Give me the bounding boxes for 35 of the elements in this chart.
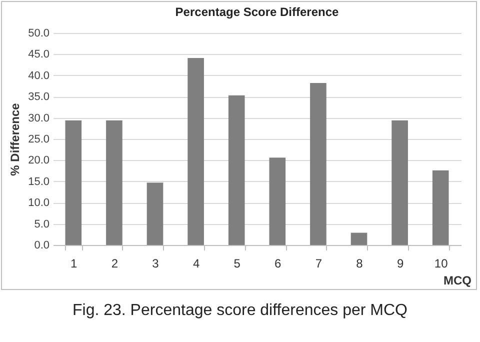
bar bbox=[392, 120, 408, 245]
x-tick-label: 6 bbox=[274, 256, 282, 270]
x-axis-title: MCQ bbox=[444, 274, 472, 288]
x-tick-label: 3 bbox=[152, 256, 160, 270]
bar bbox=[65, 120, 82, 245]
x-tick-label: 4 bbox=[192, 256, 200, 270]
x-tick-label: 8 bbox=[356, 256, 364, 270]
bar bbox=[310, 83, 326, 245]
x-tick-label: 1 bbox=[70, 256, 78, 270]
y-tick-label: 35.0 bbox=[28, 91, 50, 104]
x-tick-label: 2 bbox=[111, 256, 118, 270]
y-axis-title: % Difference bbox=[8, 102, 22, 176]
y-tick-label: 30.0 bbox=[28, 112, 50, 124]
x-tick-label: 10 bbox=[434, 256, 448, 270]
y-tick-label: 45.0 bbox=[28, 48, 50, 61]
bar bbox=[432, 170, 449, 245]
bar bbox=[228, 95, 245, 245]
bar bbox=[269, 158, 286, 245]
y-tick-label: 40.0 bbox=[28, 70, 50, 82]
y-tick-label: 5.0 bbox=[34, 218, 50, 230]
y-tick-label: 0.0 bbox=[34, 240, 50, 252]
y-tick-label: 25.0 bbox=[28, 134, 50, 146]
bar bbox=[146, 182, 164, 245]
x-tick-label: 7 bbox=[315, 256, 322, 270]
x-tick-label: 5 bbox=[234, 256, 241, 270]
chart-title: Percentage Score Difference bbox=[175, 5, 340, 19]
x-tick-label: 9 bbox=[396, 256, 404, 270]
y-tick-label: 10.0 bbox=[28, 197, 50, 210]
caption: Fig. 23. Percentage score differences per MCQ bbox=[72, 302, 408, 320]
bar bbox=[350, 232, 368, 245]
y-tick-label: 50.0 bbox=[28, 28, 50, 40]
y-tick-label: 20.0 bbox=[28, 154, 50, 167]
y-tick-label: 15.0 bbox=[28, 176, 50, 188]
bar bbox=[106, 120, 122, 245]
bar bbox=[188, 58, 204, 245]
